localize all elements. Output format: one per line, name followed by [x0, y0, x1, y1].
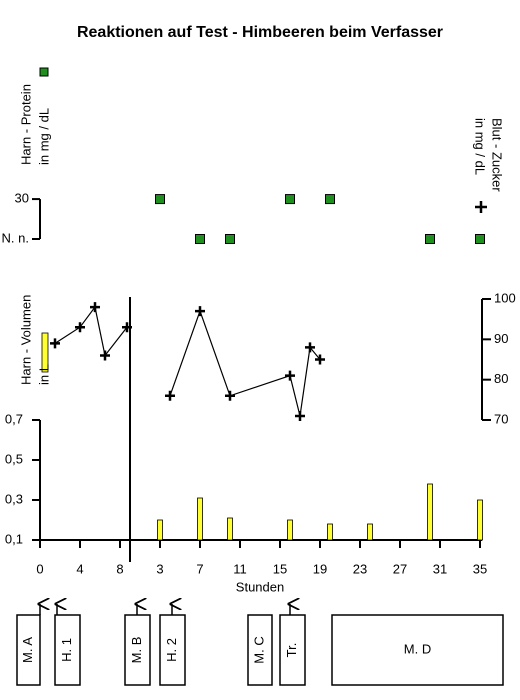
- point: [425, 234, 435, 244]
- y2-tick-label: 90: [494, 331, 508, 346]
- legend-label: in mg / dL: [473, 118, 488, 175]
- x-tick-label: 27: [393, 561, 407, 576]
- event-box: [331, 614, 504, 686]
- event-label: M. C: [251, 636, 266, 663]
- x-tick-label: 19: [313, 561, 327, 576]
- x-tick-label: 11: [233, 561, 247, 576]
- event-label: Tr.: [284, 643, 299, 658]
- bar: [287, 519, 293, 541]
- event-box: [54, 614, 81, 686]
- x-tick-label: 35: [473, 561, 487, 576]
- y-tick-label: 30: [15, 191, 29, 206]
- point: [165, 390, 175, 401]
- point: [195, 306, 205, 317]
- legend-label: in L: [36, 364, 51, 385]
- point: [90, 302, 100, 313]
- point: [315, 354, 325, 365]
- y-tick-label: N. n.: [2, 230, 29, 245]
- point: [475, 234, 485, 244]
- legend-marker: [39, 67, 49, 77]
- x-tick-label: 23: [353, 561, 367, 576]
- line: [54, 305, 128, 357]
- bar: [227, 517, 233, 541]
- line: [169, 309, 321, 417]
- bar: [157, 519, 163, 541]
- x-tick-label: 31: [433, 561, 447, 576]
- x-tick-label: 3: [156, 561, 163, 576]
- legend-label: in mg / dL: [36, 108, 51, 165]
- bar: [477, 499, 483, 541]
- event-label: M. B: [129, 637, 144, 664]
- event-label: H. 1: [59, 638, 74, 662]
- event-box: [247, 614, 273, 686]
- legend-label: Harn - Volumen: [18, 295, 33, 385]
- legend-marker: [41, 332, 49, 373]
- point: [75, 322, 85, 333]
- chart-title: Reaktionen auf Test - Himbeeren beim Ver…: [77, 24, 443, 41]
- x-tick-label: 7: [196, 561, 203, 576]
- x-tick-label: 8: [116, 561, 123, 576]
- bar: [327, 523, 333, 541]
- bar: [367, 523, 373, 541]
- event-label: M. A: [20, 637, 35, 663]
- y2-tick-label: 100: [494, 290, 516, 305]
- legend-label: Blut - Zucker: [490, 118, 505, 192]
- point: [305, 342, 315, 353]
- y2-tick-label: 80: [494, 371, 508, 386]
- event-box: [159, 614, 186, 686]
- legend-label: Harn - Protein: [18, 84, 33, 165]
- event-box: [279, 614, 306, 686]
- event-label: M. D: [404, 641, 431, 656]
- x-tick-label: 15: [273, 561, 287, 576]
- point: [325, 194, 335, 205]
- y-tick-label: 0,7: [5, 411, 23, 426]
- y-tick-label: 0,1: [5, 531, 23, 546]
- bar: [197, 497, 203, 541]
- y-tick-label: 0,5: [5, 451, 23, 466]
- x-tick-label: 4: [76, 561, 83, 576]
- event-box: [16, 614, 41, 686]
- point: [285, 370, 295, 381]
- point: [122, 322, 132, 333]
- bar: [427, 483, 433, 541]
- event-label: H. 2: [164, 638, 179, 662]
- point: [225, 234, 235, 244]
- y2-tick-label: 70: [494, 411, 508, 426]
- point: [225, 390, 235, 401]
- point: [195, 234, 205, 244]
- y-tick-label: 0,3: [5, 491, 23, 506]
- point: [295, 410, 305, 421]
- legend-marker: [475, 201, 487, 213]
- point: [50, 338, 60, 349]
- event-box: [124, 614, 151, 686]
- point: [285, 194, 295, 205]
- point: [155, 194, 165, 205]
- point: [100, 350, 110, 361]
- x-tick-label: 0: [36, 561, 43, 576]
- x-axis-label: Stunden: [236, 579, 284, 594]
